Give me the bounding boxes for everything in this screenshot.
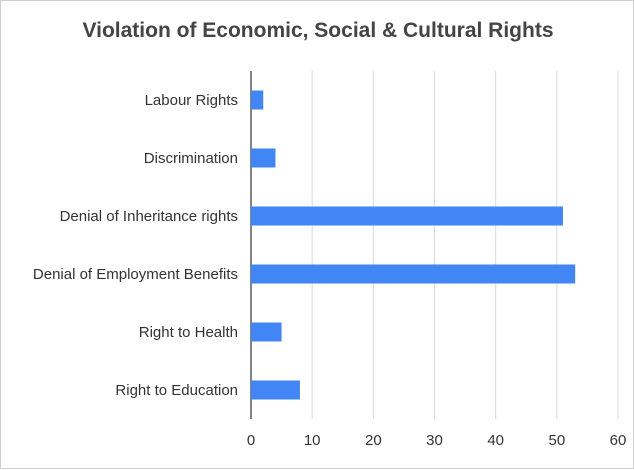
category-label: Right to Education xyxy=(115,382,238,399)
category-label: Denial of Inheritance rights xyxy=(60,208,238,225)
bar-discrimination xyxy=(251,148,276,168)
category-label: Denial of Employment Benefits xyxy=(33,266,238,283)
chart-title: Violation of Economic, Social & Cultural… xyxy=(82,19,554,42)
bar-right-to-education xyxy=(251,380,300,400)
category-label: Discrimination xyxy=(144,150,238,167)
x-tick-label: 10 xyxy=(304,432,321,449)
bar-right-to-health xyxy=(251,322,282,342)
x-tick-label: 60 xyxy=(610,432,627,449)
bar-denial-of-employment-benefits xyxy=(251,264,576,284)
x-tick-label: 30 xyxy=(426,432,443,449)
bar-denial-of-inheritance-rights xyxy=(251,206,563,226)
x-tick-label: 40 xyxy=(487,432,504,449)
category-label: Labour Rights xyxy=(145,92,238,109)
category-label: Right to Health xyxy=(139,324,238,341)
bar-labour-rights xyxy=(251,90,264,110)
x-tick-label: 20 xyxy=(365,432,382,449)
x-tick-label: 0 xyxy=(247,432,255,449)
x-tick-label: 50 xyxy=(548,432,565,449)
